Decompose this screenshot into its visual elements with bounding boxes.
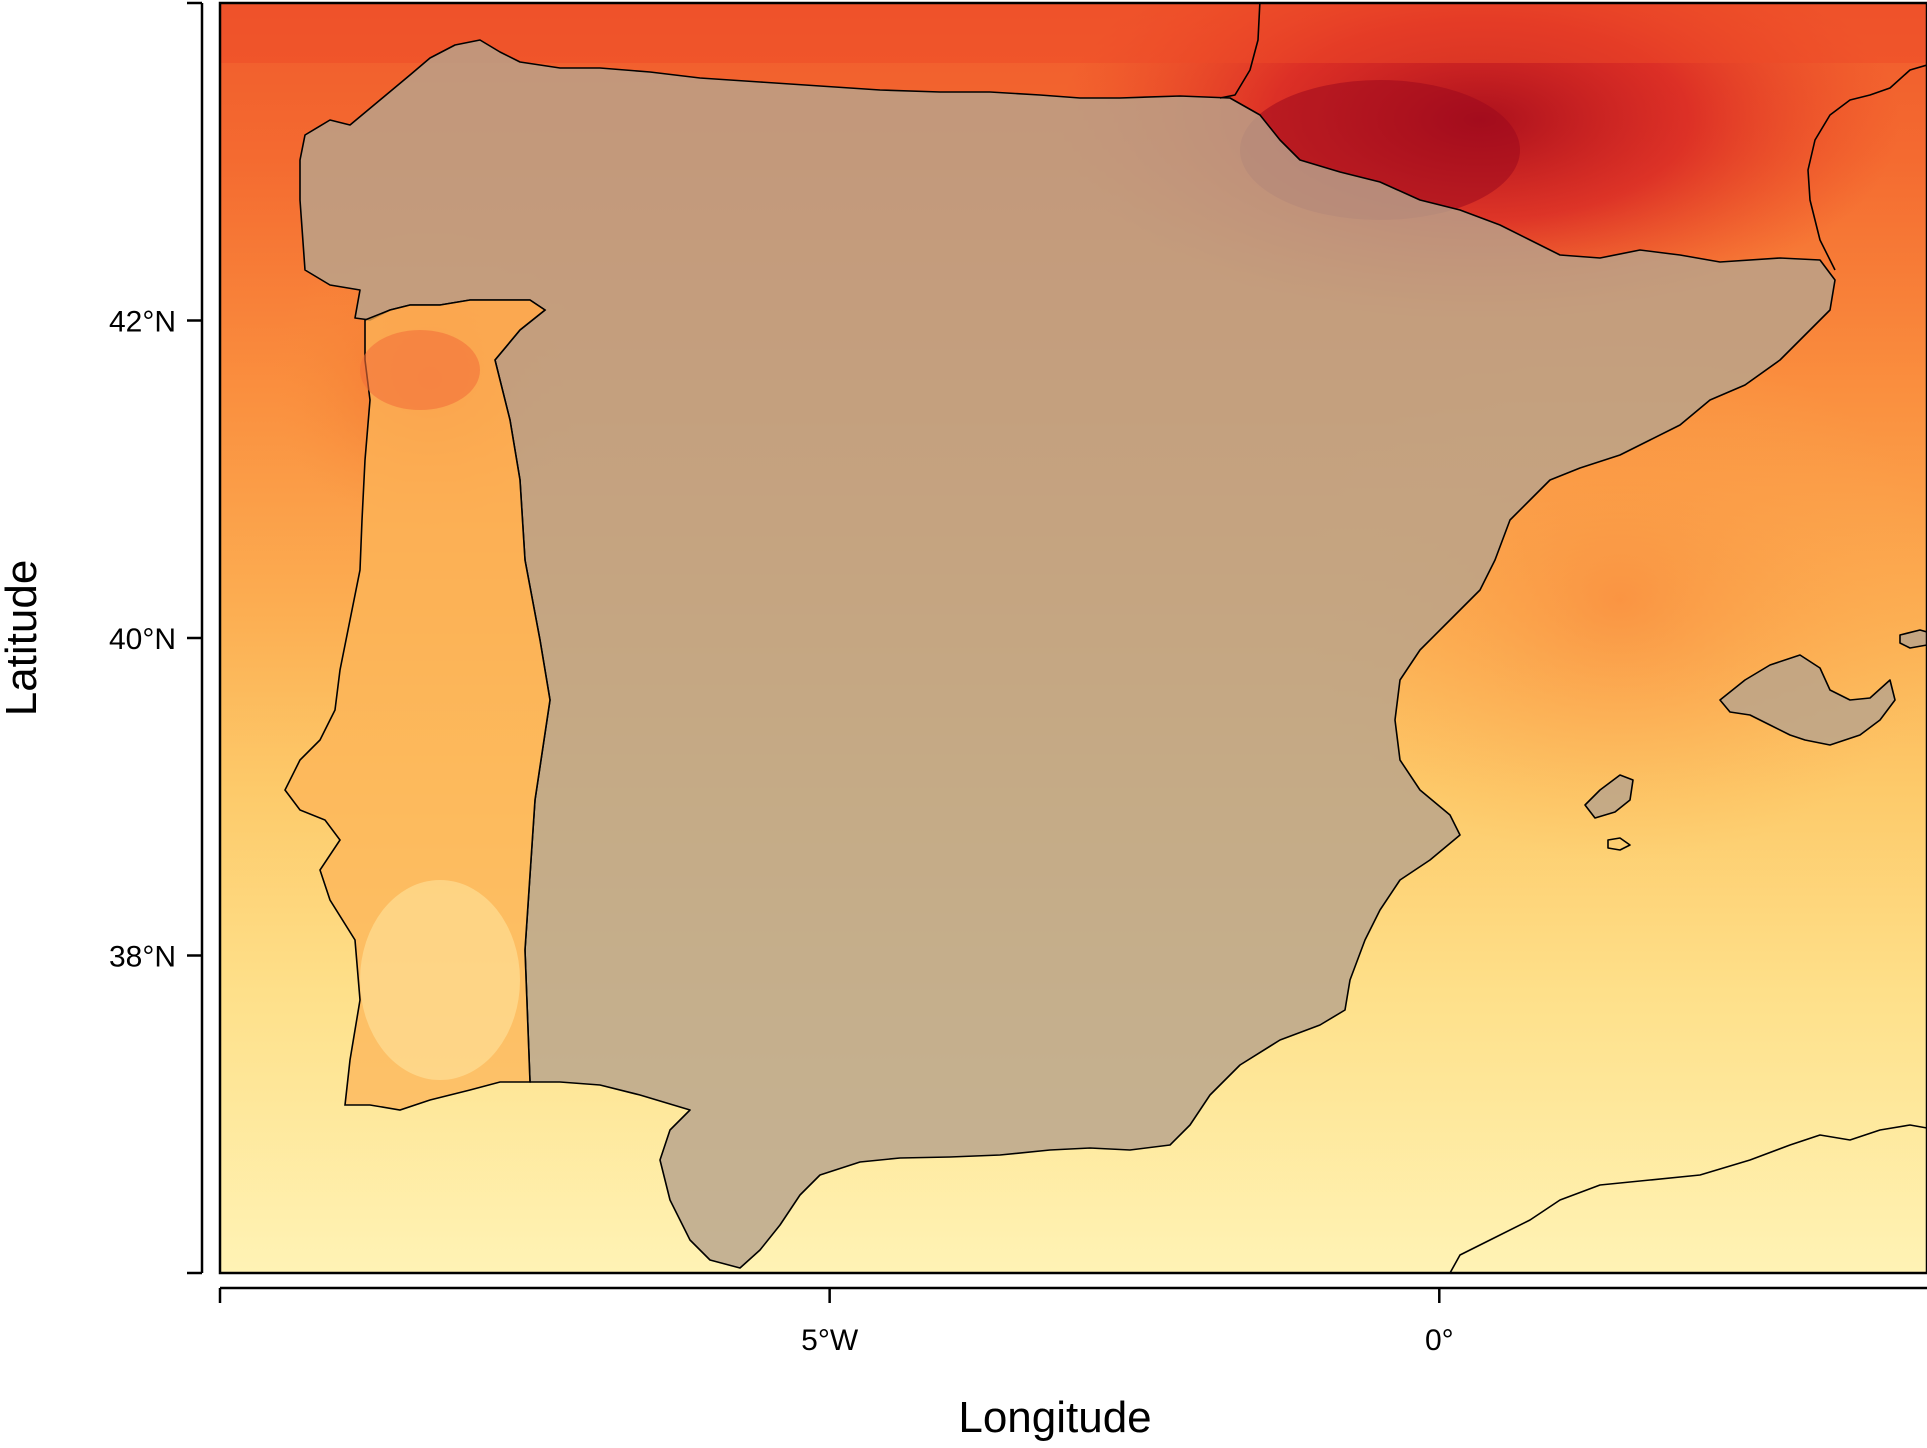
y-axis-title: Latitude [0, 560, 46, 717]
y-tick-label: 38°N [109, 941, 176, 974]
coastlines [1219, 3, 1927, 1273]
x-tick-label: 0° [1425, 1324, 1454, 1357]
ibiza [1584, 774, 1634, 819]
mallorca [1719, 654, 1896, 746]
x-axis-title: Longitude [958, 1393, 1151, 1442]
plot-frame [218, 1, 1927, 1275]
france-coast [1219, 3, 1927, 271]
y-tick-label: 42°N [109, 306, 176, 339]
x-axis: 5°W 0° [218, 1286, 1927, 1357]
portugal-region [284, 299, 551, 1111]
menorca [1899, 629, 1927, 649]
x-tick-label: 5°W [801, 1324, 859, 1357]
formentera [1607, 837, 1631, 851]
land-mass [284, 39, 1836, 1269]
africa-coast [1449, 1124, 1927, 1273]
y-axis: 38°N 40°N 42°N [109, 1, 204, 1275]
y-tick-label: 40°N [109, 623, 176, 656]
